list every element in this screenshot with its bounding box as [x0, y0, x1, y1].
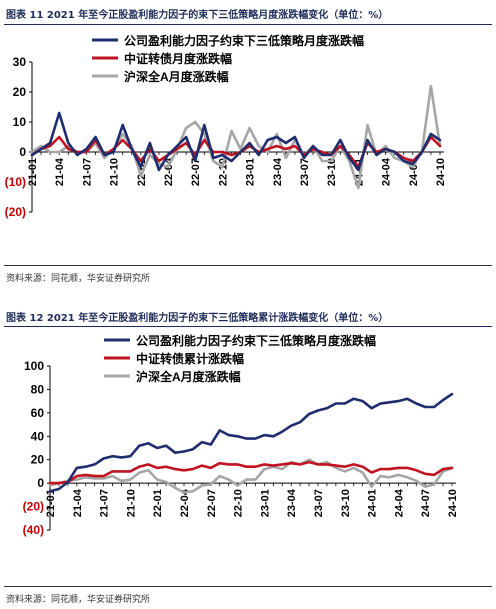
figure-2-title: 图表 12 2021 年至今正股盈利能力因子的束下三低策略累计涨跌幅变化（单位：… [6, 313, 389, 324]
y-tick-label: 80 [31, 382, 45, 396]
figure-2-bottom-rule [4, 586, 492, 587]
x-tick-label: 24-04 [393, 488, 405, 517]
x-tick-label: 23-04 [272, 157, 284, 186]
x-tick-label: 21-04 [54, 157, 66, 186]
figure-1-title: 图表 11 2021 年至今正股盈利能力因子的束下三低策略月度涨跌幅变化（单位：… [6, 10, 389, 21]
y-tick-label: (20) [23, 500, 44, 514]
series-line-2 [48, 460, 454, 485]
series-line-1 [30, 111, 442, 172]
legend-label-1: 公司盈利能力因子约束下三低策略月度涨跌幅 [124, 33, 364, 48]
x-tick-label: 23-07 [299, 158, 311, 186]
legend-label-1: 公司盈利能力因子约束下三低策略月度涨跌幅 [136, 333, 376, 348]
figure-1-source: 资料来源：同花顺，华安证券研究所 [6, 274, 151, 284]
y-tick-label: (40) [23, 523, 44, 537]
x-tick-label: 21-01 [27, 158, 39, 186]
x-tick-label: 23-01 [259, 489, 271, 517]
y-tick-label: 30 [13, 55, 27, 69]
legend-label-2: 中证转债累计涨跌幅 [136, 351, 244, 366]
x-tick-label: 23-10 [326, 158, 338, 186]
figure-2-source: 资料来源：同花顺，华安证券研究所 [6, 595, 151, 605]
y-tick-label: 100 [24, 359, 44, 373]
x-tick-label: 23-04 [286, 488, 298, 517]
x-tick-label: 21-04 [72, 488, 84, 517]
series-line-3 [30, 84, 442, 190]
series-line-1 [48, 392, 454, 493]
x-tick-label: 23-01 [245, 158, 257, 186]
x-tick-label: 21-01 [45, 489, 57, 517]
y-tick-label: 60 [31, 406, 45, 420]
y-tick-label: 20 [31, 453, 45, 467]
x-tick-label: 21-10 [125, 489, 137, 517]
x-tick-label: 22-04 [179, 488, 191, 517]
x-tick-label: 22-04 [163, 157, 175, 186]
series-line-3 [48, 458, 454, 494]
legend-label-3: 沪深全A月度涨跌幅 [136, 369, 241, 384]
figure-1-title-rule [4, 24, 492, 25]
x-tick-label: 21-07 [99, 489, 111, 517]
x-tick-label: 21-10 [109, 158, 121, 186]
x-tick-label: 22-10 [233, 489, 245, 517]
x-tick-label: 22-01 [152, 489, 164, 517]
x-tick-label: 23-07 [313, 489, 325, 517]
legend-label-2: 中证转债月度涨跌幅 [124, 51, 232, 66]
y-tick-label: (10) [5, 175, 26, 189]
x-tick-label: 21-07 [81, 158, 93, 186]
x-tick-label: 24-04 [381, 157, 393, 186]
legend-label-3: 沪深全A月度涨跌幅 [124, 69, 229, 84]
y-tick-label: 10 [13, 115, 27, 129]
figure-1-bottom-rule [4, 265, 492, 266]
x-tick-label: 22-07 [206, 489, 218, 517]
x-tick-label: 22-07 [190, 158, 202, 186]
x-tick-label: 23-10 [340, 489, 352, 517]
x-tick-label: 24-07 [420, 489, 432, 517]
x-tick-label: 24-10 [447, 489, 459, 517]
x-tick-label: 24-10 [435, 158, 447, 186]
y-tick-label: 0 [19, 145, 26, 159]
y-tick-label: (20) [5, 205, 26, 219]
cumulative-return-chart: 100 80 60 40 20 0 (20) (40)21-01 21-04 21-07 21-10… [23, 333, 459, 537]
figure-2-title-rule [4, 326, 492, 327]
x-tick-label: 24-01 [367, 489, 379, 517]
y-tick-label: 20 [13, 85, 27, 99]
y-tick-label: 0 [37, 476, 44, 490]
y-tick-label: 40 [31, 429, 45, 443]
